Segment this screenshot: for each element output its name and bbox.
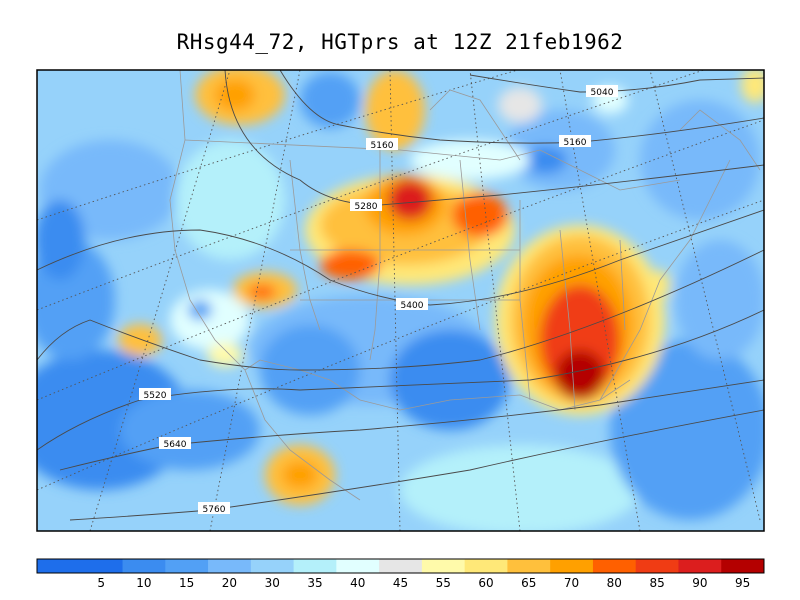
svg-text:5640: 5640 (164, 440, 187, 450)
colorbar-swatch (208, 559, 252, 573)
svg-text:5400: 5400 (401, 301, 424, 311)
svg-text:5160: 5160 (564, 138, 587, 148)
colorbar-swatch (165, 559, 209, 573)
height-contours (37, 70, 764, 521)
colorbar-swatch (293, 559, 337, 573)
contour-label: 5760 (198, 502, 230, 515)
colorbar-swatch (507, 559, 551, 573)
colorbar-swatch (250, 559, 295, 573)
contour-label: 5400 (396, 298, 428, 311)
colorbar-label: 60 (478, 576, 493, 590)
colorbar-label: 15 (179, 576, 194, 590)
contour-label: 5160 (366, 138, 398, 151)
contour-labels: 5040 5160 5160 5280 5400 5520 5640 5760 (139, 85, 618, 515)
colorbar-swatch (678, 559, 722, 573)
colorbar-label: 90 (692, 576, 707, 590)
svg-text:5520: 5520 (144, 391, 167, 401)
colorbar-label: 20 (222, 576, 237, 590)
colorbar-swatch (37, 559, 81, 573)
rh-shading (37, 70, 764, 531)
colorbar-label: 5 (97, 576, 105, 590)
colorbar-swatch (592, 559, 637, 573)
colorbar-label: 70 (564, 576, 579, 590)
political-boundaries (169, 70, 761, 501)
colorbar-label: 40 (350, 576, 365, 590)
contour-label: 5280 (350, 199, 382, 212)
colorbar-label: 35 (307, 576, 322, 590)
colorbar-label: 30 (265, 576, 280, 590)
colorbar-label: 85 (649, 576, 664, 590)
colorbar-swatch (464, 559, 508, 573)
colorbar-swatch (635, 559, 679, 573)
colorbar-label: 55 (436, 576, 451, 590)
colorbar-swatch (379, 559, 423, 573)
colorbar-swatch (336, 559, 380, 573)
colorbar-swatch (550, 559, 594, 573)
colorbar-label: 65 (521, 576, 536, 590)
svg-text:5160: 5160 (371, 141, 394, 151)
colorbar: 5 10 15 20 30 35 40 45 55 60 65 70 80 85 90 95 (36, 558, 765, 590)
contour-label: 5040 (586, 85, 618, 98)
colorbar-label: 45 (393, 576, 408, 590)
colorbar-label: 10 (136, 576, 151, 590)
colorbar-label: 80 (607, 576, 622, 590)
svg-text:5280: 5280 (355, 202, 378, 212)
contour-label: 5520 (139, 388, 171, 401)
colorbar-border (36, 558, 765, 574)
colorbar-label: 95 (735, 576, 750, 590)
lat-lon-grid (37, 70, 764, 531)
contour-label: 5640 (159, 437, 191, 450)
map-frame (36, 69, 765, 532)
colorbar-swatch (721, 559, 765, 573)
colorbar-swatch (122, 559, 166, 573)
svg-text:5760: 5760 (203, 505, 226, 515)
svg-text:5040: 5040 (591, 88, 614, 98)
contour-label: 5160 (559, 135, 591, 148)
colorbar-swatch (79, 559, 124, 573)
chart-title: RHsg44_72, HGTprs at 12Z 21feb1962 (176, 30, 624, 54)
colorbar-swatch (421, 559, 466, 573)
